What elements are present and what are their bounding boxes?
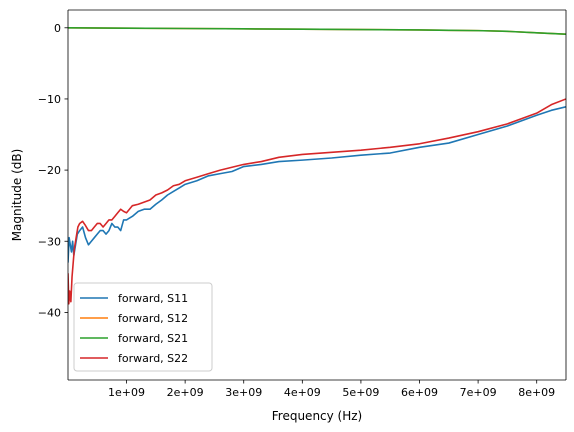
y-tick-label: 0 [54, 22, 61, 35]
x-tick-label: 3e+09 [225, 386, 262, 399]
x-tick-label: 5e+09 [342, 386, 379, 399]
y-axis-label: Magnitude (dB) [10, 149, 24, 242]
legend-label: forward, S22 [118, 352, 188, 365]
x-axis-ticks: 1e+09 2e+09 3e+09 4e+09 5e+09 6e+09 7e+09 8e+09 [108, 380, 555, 399]
y-tick-label: −30 [38, 235, 61, 248]
legend: forward, S11 forward, S12 forward, S21 forw… [73, 282, 213, 372]
legend-label: forward, S11 [118, 292, 188, 305]
legend-label: forward, S12 [118, 312, 188, 325]
series-line-1 [68, 105, 566, 263]
axes-frame [67, 9, 567, 381]
x-tick-label: 4e+09 [284, 386, 321, 399]
series-layer [68, 26, 566, 305]
x-tick-label: 1e+09 [108, 386, 145, 399]
series-line-3 [68, 26, 566, 35]
x-tick-label: 8e+09 [518, 386, 555, 399]
y-tick-label: −20 [38, 164, 61, 177]
y-tick-label: −10 [38, 93, 61, 106]
series-line-4 [68, 98, 566, 305]
x-tick-label: 2e+09 [167, 386, 204, 399]
legend-box [73, 282, 213, 372]
x-axis-label: Frequency (Hz) [272, 409, 363, 423]
x-tick-label: 7e+09 [460, 386, 497, 399]
x-tick-label: 6e+09 [401, 386, 438, 399]
legend-label: forward, S21 [118, 332, 188, 345]
y-tick-label: −40 [38, 306, 61, 319]
y-axis-ticks: 0 −10 −20 −30 −40 [38, 22, 68, 319]
